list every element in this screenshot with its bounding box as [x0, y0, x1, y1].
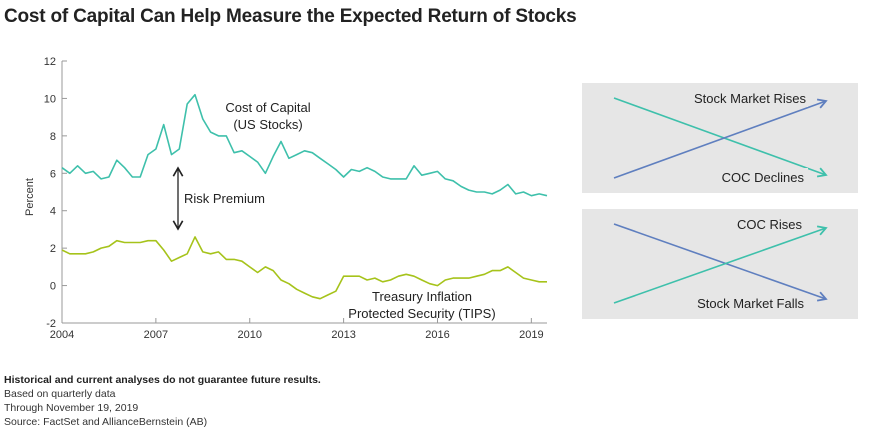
panel-bottom-label: Stock Market Falls — [697, 296, 804, 311]
y-tick-label: 2 — [50, 243, 56, 255]
x-tick-label: 2019 — [519, 329, 543, 341]
disclaimer: Historical and current analyses do not g… — [4, 374, 321, 386]
panel-top-label: Stock Market Rises — [694, 91, 806, 106]
x-tick-label: 2010 — [237, 329, 261, 341]
panel-bottom-label: COC Declines — [722, 170, 805, 185]
panel-top-label: COC Rises — [737, 217, 803, 232]
x-tick-label: 2007 — [144, 329, 168, 341]
y-tick-label: 4 — [50, 206, 56, 218]
axes: -2 0 2 4 6 8 10 12 2004 2007 2010 2013 2016 2019 Perce… — [24, 56, 547, 341]
risk-premium-label: Risk Premium — [184, 191, 265, 206]
y-tick-label: -2 — [46, 318, 56, 330]
annotations: Cost of Capital (US Stocks) Treasury Infla… — [172, 100, 496, 321]
y-tick-label: 10 — [44, 93, 56, 105]
y-tick-label: 6 — [50, 168, 56, 180]
panel-coc-declines: Stock Market Rises COC Declines — [582, 83, 858, 193]
series-line-coc — [61, 93, 548, 197]
chart-title: Cost of Capital Can Help Measure the Exp… — [4, 6, 577, 27]
y-axis-label: Percent — [24, 178, 36, 216]
footnote-line: Source: FactSet and AllianceBernstein (A… — [4, 416, 208, 428]
footnote-line: Based on quarterly data — [4, 388, 116, 400]
x-tick-label: 2004 — [50, 329, 74, 341]
series-lines — [61, 93, 548, 300]
x-tick-label: 2016 — [425, 329, 449, 341]
y-tick-label: 12 — [44, 56, 56, 68]
panel-coc-rises: COC Rises Stock Market Falls — [582, 209, 858, 319]
panel-rising-line — [613, 98, 828, 179]
coc-label: Cost of Capital — [225, 100, 310, 115]
footnote-line: Through November 19, 2019 — [4, 402, 139, 414]
y-tick-label: 8 — [50, 131, 56, 143]
chart: -2 0 2 4 6 8 10 12 2004 2007 2010 2013 2016 2019 Perce… — [24, 56, 858, 341]
x-tick-label: 2013 — [331, 329, 355, 341]
footnotes: Historical and current analyses do not g… — [4, 373, 321, 429]
tips-label: Treasury Inflation — [372, 289, 472, 304]
panel-rising-line — [613, 225, 828, 304]
y-tick-label: 0 — [50, 281, 56, 293]
coc-label: (US Stocks) — [233, 117, 302, 132]
panel-falling-line — [613, 223, 828, 302]
tips-label: Protected Security (TIPS) — [348, 306, 495, 321]
panel-falling-line — [613, 97, 828, 178]
series-line-tips — [61, 236, 547, 300]
